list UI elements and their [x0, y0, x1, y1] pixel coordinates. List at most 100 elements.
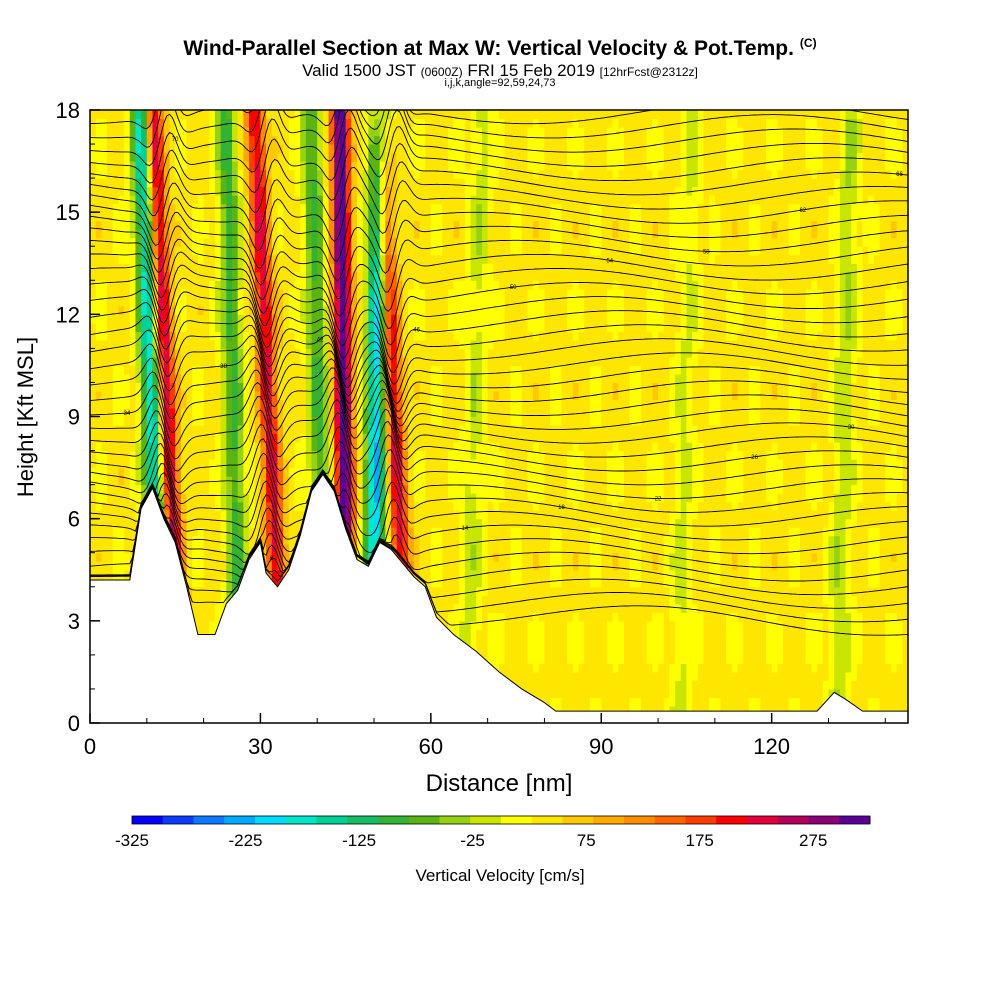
velocity-cell	[237, 331, 244, 341]
velocity-cell	[254, 331, 262, 341]
velocity-cell	[186, 110, 193, 120]
velocity-cell	[95, 390, 102, 401]
velocity-cell	[203, 620, 210, 630]
velocity-cell	[419, 118, 426, 128]
velocity-cell	[192, 373, 199, 384]
velocity-cell	[203, 127, 210, 137]
velocity-cell	[356, 450, 364, 460]
velocity-cell	[413, 348, 421, 358]
velocity-cell	[152, 356, 159, 367]
velocity-cell	[288, 339, 296, 349]
velocity-cell	[192, 578, 199, 588]
velocity-cell	[436, 229, 443, 239]
velocity-cell	[311, 407, 318, 418]
velocity-cell	[158, 425, 165, 435]
velocity-cell	[476, 263, 483, 273]
velocity-cell	[436, 288, 443, 298]
velocity-cell	[311, 144, 318, 154]
velocity-cell	[413, 459, 421, 469]
velocity-cell	[300, 433, 307, 443]
velocity-cell	[368, 544, 375, 554]
velocity-cell	[288, 152, 296, 162]
velocity-cell	[124, 144, 131, 154]
velocity-cell	[402, 288, 409, 298]
velocity-cell	[447, 348, 455, 358]
velocity-cell	[322, 373, 330, 384]
velocity-cell	[288, 493, 296, 503]
velocity-cell	[277, 305, 284, 315]
velocity-cell	[232, 271, 239, 281]
velocity-cell	[430, 220, 438, 230]
velocity-cell	[277, 356, 284, 367]
velocity-cell	[368, 127, 375, 137]
velocity-cell	[362, 339, 369, 349]
velocity-cell	[339, 314, 347, 324]
velocity-cell	[180, 118, 188, 128]
velocity-cell	[436, 178, 443, 188]
velocity-cell	[476, 229, 483, 239]
velocity-cell	[283, 484, 290, 494]
velocity-cell	[180, 339, 188, 349]
velocity-cell	[209, 527, 216, 537]
velocity-cell	[328, 169, 335, 179]
velocity-cell	[368, 365, 375, 375]
velocity-cell	[294, 493, 301, 503]
velocity-cell	[430, 450, 438, 460]
velocity-cell	[453, 493, 460, 503]
velocity-cell	[311, 186, 318, 196]
velocity-cell	[95, 339, 102, 349]
velocity-cell	[214, 510, 222, 520]
velocity-cell	[430, 322, 438, 332]
velocity-cell	[186, 135, 193, 145]
velocity-cell	[214, 382, 222, 392]
velocity-cell	[447, 459, 455, 469]
velocity-cell	[305, 178, 313, 188]
velocity-cell	[419, 186, 426, 196]
velocity-cell	[146, 433, 154, 443]
velocity-cell	[396, 476, 404, 486]
velocity-cell	[413, 493, 421, 503]
velocity-cell	[356, 493, 364, 503]
velocity-cell	[192, 399, 199, 409]
velocity-cell	[266, 271, 273, 281]
velocity-cell	[197, 271, 205, 281]
velocity-cell	[476, 203, 483, 213]
velocity-cell	[141, 314, 148, 324]
velocity-cell	[101, 476, 108, 486]
velocity-cell	[368, 467, 375, 477]
velocity-cell	[186, 195, 193, 205]
velocity-cell	[118, 297, 125, 307]
velocity-cell	[464, 203, 472, 213]
velocity-cell	[311, 229, 318, 239]
velocity-cell	[254, 186, 262, 196]
velocity-cell	[476, 535, 483, 545]
velocity-cell	[425, 212, 432, 222]
velocity-cell	[334, 288, 341, 298]
velocity-cell	[124, 399, 131, 409]
velocity-cell	[311, 450, 318, 460]
velocity-cell	[203, 595, 210, 605]
velocity-cell	[124, 254, 131, 264]
velocity-cell	[283, 442, 290, 452]
velocity-cell	[209, 561, 216, 571]
velocity-cell	[124, 484, 131, 494]
velocity-cell	[430, 331, 438, 341]
velocity-cell	[447, 586, 455, 596]
velocity-cell	[107, 331, 114, 341]
velocity-cell	[95, 212, 102, 222]
velocity-cell	[101, 212, 108, 222]
velocity-cell	[317, 365, 324, 375]
velocity-cell	[260, 186, 267, 196]
velocity-cell	[107, 527, 114, 537]
velocity-cell	[379, 288, 386, 298]
velocity-cell	[209, 271, 216, 281]
velocity-cell	[328, 348, 335, 358]
velocity-cell	[470, 297, 477, 307]
velocity-cell	[146, 373, 154, 384]
velocity-cell	[112, 382, 119, 392]
velocity-cell	[430, 288, 438, 298]
velocity-cell	[391, 467, 398, 477]
velocity-cell	[311, 212, 318, 222]
velocity-cell	[129, 297, 137, 307]
velocity-cell	[101, 535, 108, 545]
